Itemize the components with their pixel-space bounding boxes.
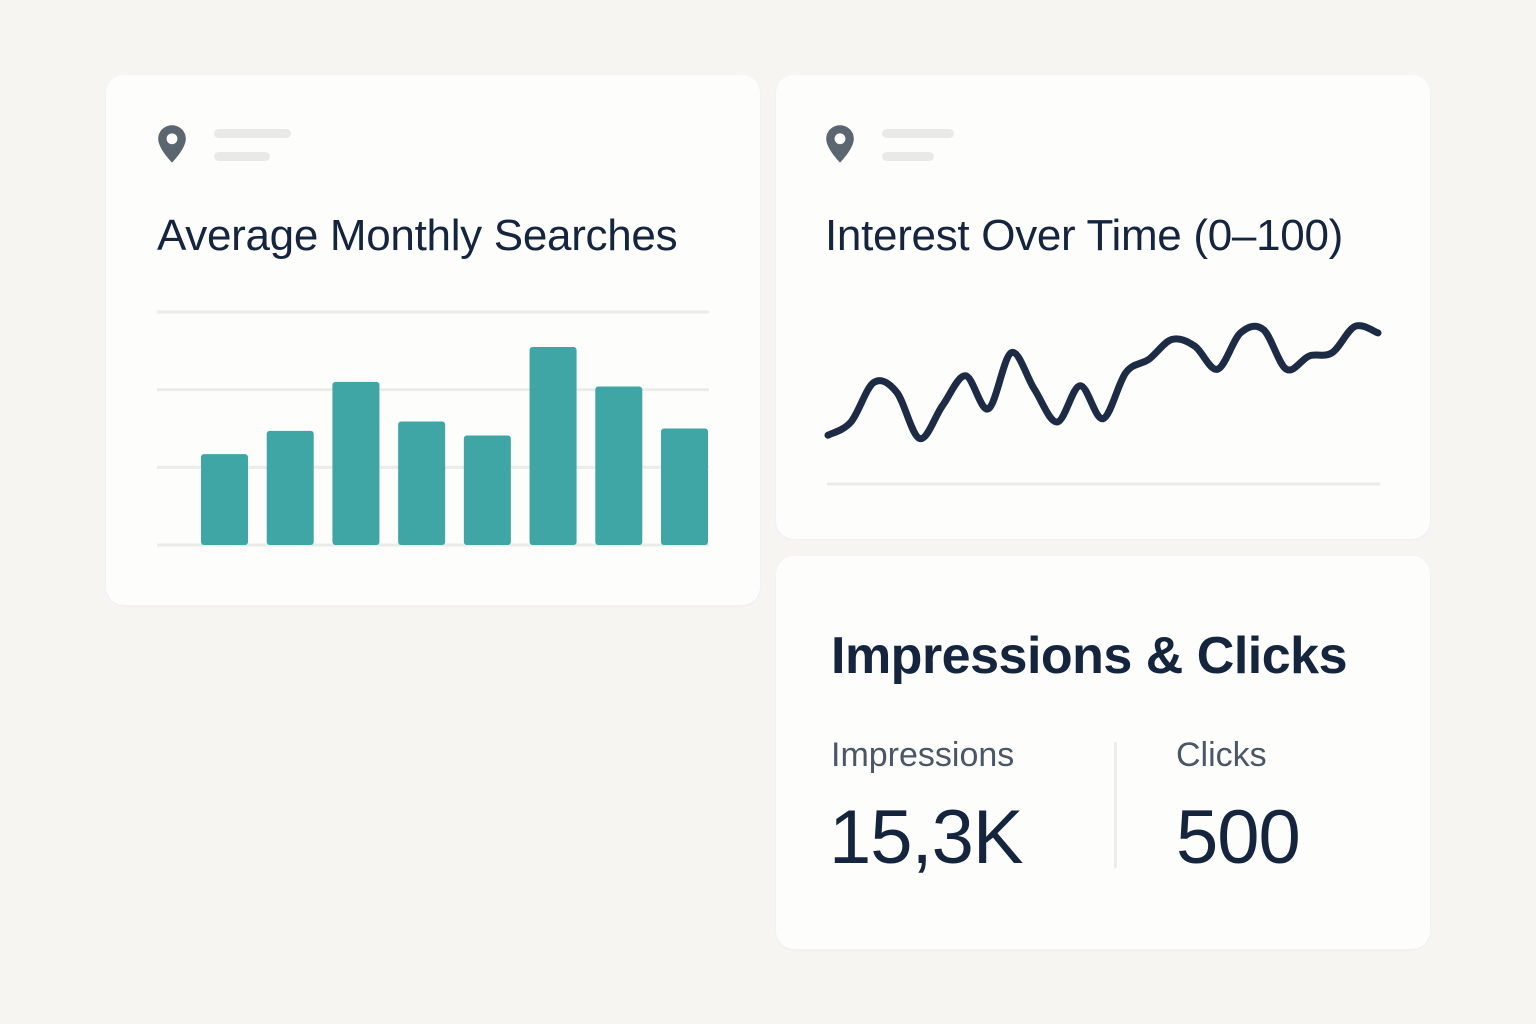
bar (398, 421, 446, 545)
bar (201, 454, 248, 545)
average-monthly-searches-card: Average Monthly Searches (106, 75, 760, 605)
subtitle-placeholder-line (882, 152, 934, 161)
bar (595, 386, 643, 545)
subtitle-placeholder-line (214, 129, 291, 138)
interest-line-chart (824, 322, 1382, 486)
card-title: Interest Over Time (0–100) (825, 211, 1343, 260)
bar (266, 430, 314, 545)
card-title: Average Monthly Searches (157, 211, 678, 260)
metric-divider (1114, 742, 1117, 868)
location-pin-icon (826, 125, 854, 163)
card-title: Impressions & Clicks (831, 627, 1348, 685)
searches-bar-chart (157, 310, 709, 547)
impressions-value: 15,3K (829, 795, 1024, 880)
bar (463, 435, 511, 545)
bar (529, 346, 577, 545)
clicks-label: Clicks (1176, 736, 1267, 774)
subtitle-placeholder-line (882, 129, 954, 138)
bar (661, 428, 708, 545)
location-pin-icon (158, 125, 186, 163)
interest-over-time-card: Interest Over Time (0–100) (776, 75, 1430, 539)
impressions-clicks-card: Impressions & Clicks Impressions 15,3K C… (776, 556, 1430, 949)
subtitle-placeholder-line (214, 152, 270, 161)
bar (332, 381, 380, 545)
impressions-label: Impressions (831, 736, 1015, 774)
clicks-value: 500 (1176, 795, 1301, 880)
interest-series-line (824, 322, 1382, 442)
